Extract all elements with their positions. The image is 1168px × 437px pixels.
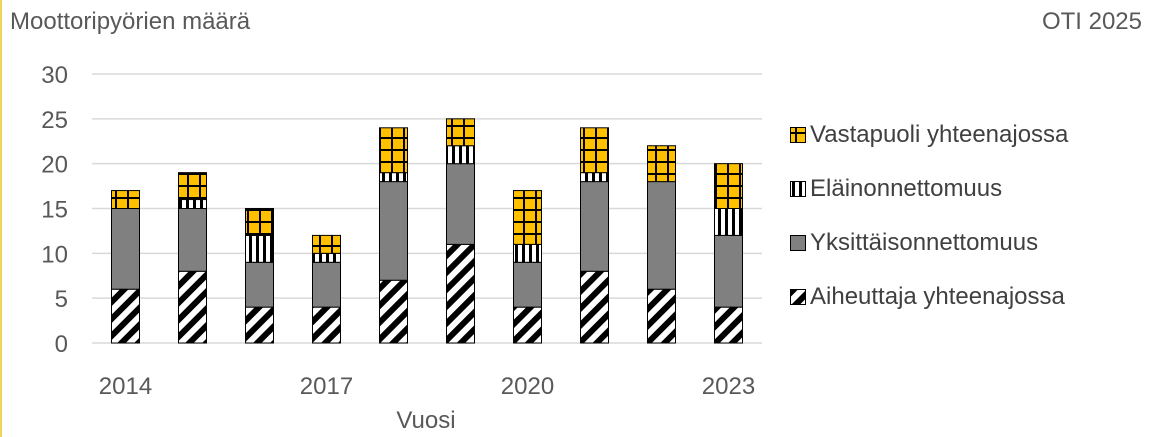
bar-segment	[111, 190, 140, 209]
legend-item: Eläinonnettomuus	[790, 175, 1068, 202]
bar-segment	[714, 306, 743, 344]
axes: 0 5 10 15 20 25 30 2014 2017 2020 2023	[41, 62, 755, 400]
legend-label: Eläinonnettomuus	[810, 175, 1003, 202]
bar-segment	[446, 118, 475, 147]
legend-label: Yksittäisonnettomuus	[810, 229, 1039, 256]
legend: Vastapuoli yhteenajossa Eläinonnettomuus Y…	[790, 121, 1069, 338]
legend-item: Vastapuoli yhteenajossa	[790, 121, 1069, 148]
bar-segment	[245, 261, 274, 308]
bar-segment	[647, 288, 676, 344]
bar-segment	[178, 199, 207, 210]
bar-segment	[647, 145, 676, 183]
y-tick-label: 5	[55, 286, 68, 313]
legend-item: Aiheuttaja yhteenajossa	[790, 283, 1068, 310]
y-tick-label: 20	[41, 152, 68, 179]
legend-label: Aiheuttaja yhteenajossa	[810, 283, 1065, 310]
bar-segment	[379, 279, 408, 344]
bar-segment	[312, 306, 341, 344]
bar-segment	[513, 306, 542, 344]
bar-segment	[513, 243, 542, 263]
x-tick-label: 2023	[702, 373, 755, 400]
x-tick-label: 2020	[501, 373, 554, 400]
bar-segment	[312, 234, 341, 254]
bar-segment	[379, 172, 408, 183]
bar-segment	[513, 190, 542, 245]
x-tick-label: 2017	[300, 373, 353, 400]
x-axis-title: Vuosi	[396, 407, 455, 434]
y-tick-label: 10	[41, 241, 68, 268]
bar-segment	[111, 288, 140, 344]
legend-swatch	[790, 289, 806, 305]
bars	[111, 118, 743, 344]
y-tick-label: 15	[41, 197, 68, 224]
legend-label: Vastapuoli yhteenajossa	[810, 121, 1069, 148]
bar-segment	[379, 127, 408, 174]
bar-segment	[714, 208, 743, 236]
bar-segment	[714, 234, 743, 308]
bar-segment	[245, 306, 274, 344]
y-tick-label: 25	[41, 107, 68, 134]
x-tick-label: 2014	[99, 373, 152, 400]
bar-segment	[312, 252, 341, 263]
bar-segment	[245, 234, 274, 263]
bar-segment	[580, 127, 609, 174]
bar-segment	[580, 270, 609, 344]
bar-segment	[178, 172, 207, 201]
y-axis-title: Moottoripyörien määrä	[10, 8, 251, 35]
bar-segment	[379, 181, 408, 281]
bar-segment	[580, 181, 609, 272]
bar-segment	[312, 261, 341, 308]
y-tick-label: 0	[55, 331, 68, 358]
bar-segment	[178, 208, 207, 272]
bar-segment	[111, 208, 140, 290]
bar-segment	[714, 163, 743, 210]
bar-segment	[580, 172, 609, 183]
legend-item: Yksittäisonnettomuus	[790, 229, 1068, 256]
bar-segment	[647, 181, 676, 290]
legend-swatch	[790, 127, 806, 143]
legend-swatch	[790, 235, 806, 251]
y-tick-label: 30	[41, 62, 68, 89]
legend-swatch	[790, 181, 806, 197]
source-label: OTI 2025	[1041, 8, 1142, 35]
bar-segment	[245, 208, 274, 236]
bar-segment	[513, 261, 542, 308]
bar-segment	[446, 163, 475, 245]
bar-segment	[178, 270, 207, 344]
bar-segment	[446, 243, 475, 344]
bar-segment	[446, 145, 475, 165]
